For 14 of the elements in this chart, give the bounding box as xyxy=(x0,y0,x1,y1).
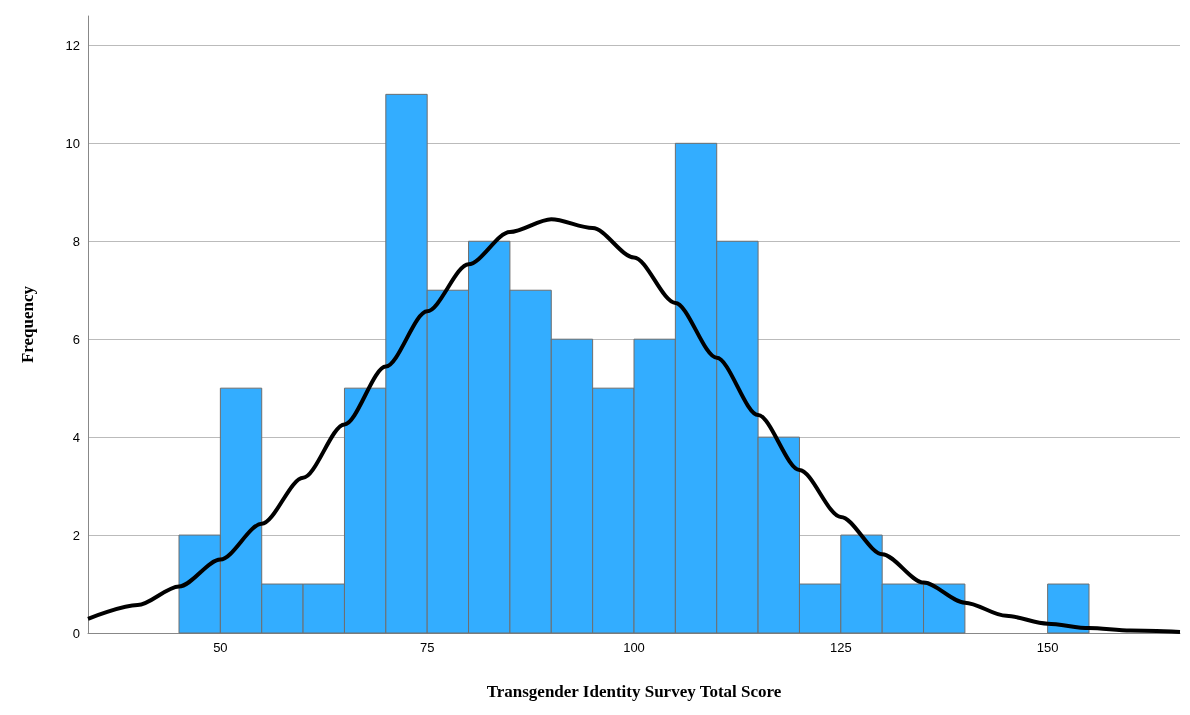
y-axis-title: Frequency xyxy=(18,285,37,364)
x-tick-label: 125 xyxy=(829,640,852,655)
y-tick-label: 0 xyxy=(72,625,80,641)
x-tick-label: 100 xyxy=(623,640,645,655)
y-tick-label: 6 xyxy=(72,331,80,347)
y-tick-label: 10 xyxy=(65,135,80,151)
x-tick-label: 50 xyxy=(213,640,228,655)
y-tick-label: 4 xyxy=(72,429,80,445)
x-tick-label: 75 xyxy=(419,640,435,655)
x-tick-label: 150 xyxy=(1036,640,1059,655)
y-tick-label: 12 xyxy=(65,37,80,53)
x-axis-title: Transgender Identity Survey Total Score xyxy=(486,682,782,701)
y-tick-label: 2 xyxy=(72,527,80,543)
y-tick-label: 8 xyxy=(72,233,80,249)
